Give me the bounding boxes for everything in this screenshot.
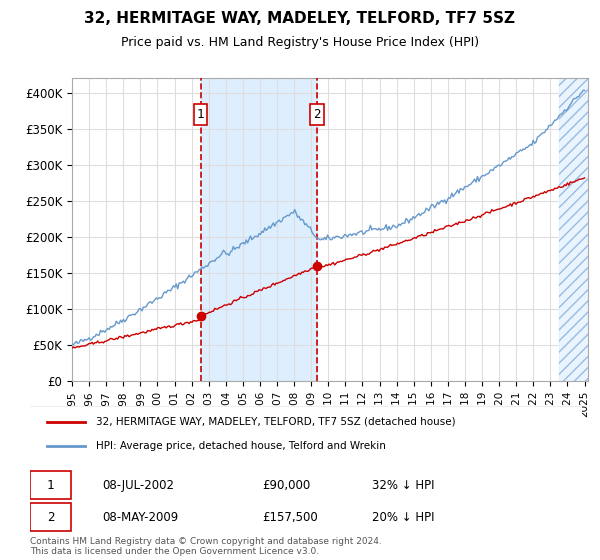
Text: 2: 2 bbox=[47, 511, 54, 524]
Text: HPI: Average price, detached house, Telford and Wrekin: HPI: Average price, detached house, Telf… bbox=[96, 441, 386, 451]
Bar bbox=[559, 78, 588, 381]
FancyBboxPatch shape bbox=[30, 472, 71, 499]
FancyBboxPatch shape bbox=[194, 104, 208, 125]
Bar bbox=[200, 78, 317, 381]
Text: 08-MAY-2009: 08-MAY-2009 bbox=[102, 511, 178, 524]
Text: Contains HM Land Registry data © Crown copyright and database right 2024.: Contains HM Land Registry data © Crown c… bbox=[30, 538, 382, 547]
Text: 1: 1 bbox=[47, 479, 54, 492]
Text: £157,500: £157,500 bbox=[262, 511, 317, 524]
Text: Price paid vs. HM Land Registry's House Price Index (HPI): Price paid vs. HM Land Registry's House … bbox=[121, 36, 479, 49]
Text: 32% ↓ HPI: 32% ↓ HPI bbox=[372, 479, 435, 492]
Text: 2: 2 bbox=[314, 108, 321, 121]
FancyBboxPatch shape bbox=[30, 503, 71, 531]
Bar bbox=[559, 78, 588, 381]
Text: This data is licensed under the Open Government Licence v3.0.: This data is licensed under the Open Gov… bbox=[30, 548, 319, 557]
Text: 32, HERMITAGE WAY, MADELEY, TELFORD, TF7 5SZ (detached house): 32, HERMITAGE WAY, MADELEY, TELFORD, TF7… bbox=[96, 417, 456, 427]
Text: 08-JUL-2002: 08-JUL-2002 bbox=[102, 479, 174, 492]
Text: 1: 1 bbox=[197, 108, 204, 121]
Bar bbox=[559, 78, 588, 381]
FancyBboxPatch shape bbox=[25, 405, 587, 463]
Text: 32, HERMITAGE WAY, MADELEY, TELFORD, TF7 5SZ: 32, HERMITAGE WAY, MADELEY, TELFORD, TF7… bbox=[85, 11, 515, 26]
Text: 20% ↓ HPI: 20% ↓ HPI bbox=[372, 511, 435, 524]
Text: £90,000: £90,000 bbox=[262, 479, 310, 492]
FancyBboxPatch shape bbox=[310, 104, 324, 125]
